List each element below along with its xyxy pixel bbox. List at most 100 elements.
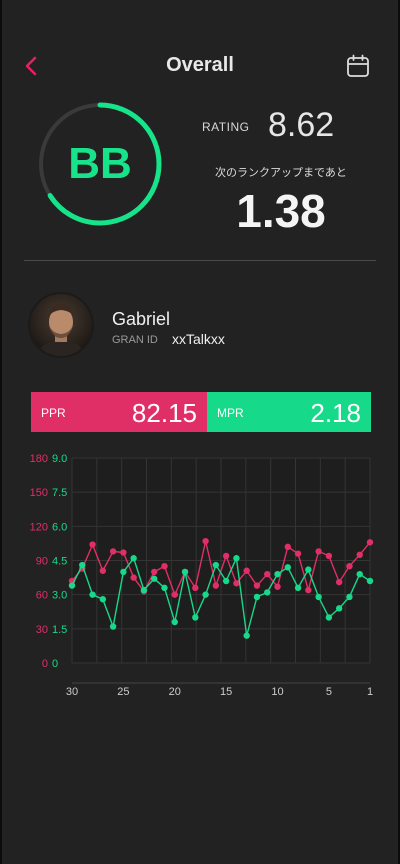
ppr-label: PPR xyxy=(41,406,66,420)
mpr-data-point xyxy=(212,561,220,569)
mpr-value: 2.18 xyxy=(310,398,361,428)
y-tick-label-right: 4.5 xyxy=(52,556,67,568)
mpr-data-point xyxy=(99,596,107,603)
player-name: Gabriel xyxy=(112,309,171,329)
mpr-data-point xyxy=(335,605,343,612)
mpr-data-point xyxy=(325,614,333,621)
mpr-data-point xyxy=(68,582,76,589)
next-rank-value: 1.38 xyxy=(236,185,326,237)
y-tick-label-right: 7.5 xyxy=(52,487,67,499)
y-tick-label-left: 90 xyxy=(36,556,48,568)
ppr-data-point xyxy=(222,552,230,560)
mpr-data-point xyxy=(109,623,117,630)
y-tick-label-left: 30 xyxy=(36,624,48,636)
frame-edge-left xyxy=(0,0,2,864)
mpr-data-point xyxy=(79,561,86,569)
mpr-data-point xyxy=(140,586,148,594)
x-tick-label: 25 xyxy=(117,686,129,698)
gran-id-value: xxTalkxx xyxy=(172,331,225,347)
mpr-data-point xyxy=(233,555,240,562)
y-tick-label-left: 180 xyxy=(30,453,48,465)
ppr-data-point xyxy=(346,562,353,570)
x-tick-label: 10 xyxy=(271,686,283,698)
ppr-data-point xyxy=(192,584,199,592)
page-title: Overall xyxy=(166,54,234,76)
y-tick-label-left: 120 xyxy=(30,521,48,533)
ppr-data-point xyxy=(253,582,261,589)
calendar-icon xyxy=(347,54,369,77)
y-tick-label-right: 0 xyxy=(52,658,58,670)
rank-grade: BB xyxy=(68,139,132,188)
ppr-stat: PPR 82.15 xyxy=(31,392,207,432)
ppr-data-point xyxy=(305,586,312,594)
mpr-data-point xyxy=(294,584,302,592)
mpr-data-point xyxy=(264,589,271,596)
rating-label: RATING xyxy=(202,120,250,134)
x-tick-label: 1 xyxy=(367,686,373,698)
mpr-data-point xyxy=(284,564,291,571)
frame-edge-right xyxy=(398,0,400,864)
ppr-data-point xyxy=(202,537,209,545)
ppr-data-point xyxy=(130,574,137,581)
divider xyxy=(24,260,376,261)
y-tick-label-right: 1.5 xyxy=(52,624,67,636)
avatar[interactable] xyxy=(28,292,94,358)
mpr-label: MPR xyxy=(217,406,244,420)
y-tick-label-right: 3.0 xyxy=(52,590,67,602)
next-rank-label: 次のランクアップまであと xyxy=(215,167,347,179)
ppr-data-point xyxy=(315,548,322,555)
x-tick-label: 5 xyxy=(326,686,332,698)
ppr-data-point xyxy=(325,552,333,560)
mpr-data-point xyxy=(171,618,178,626)
ppr-data-point xyxy=(99,567,107,574)
mpr-data-point xyxy=(315,593,322,601)
mpr-data-point xyxy=(151,575,158,582)
ppr-data-point xyxy=(356,551,363,559)
back-button[interactable] xyxy=(18,52,46,80)
gran-id-label: GRAN ID xyxy=(112,334,158,346)
y-tick-label-left: 150 xyxy=(30,487,48,499)
ppr-value: 82.15 xyxy=(131,398,197,428)
x-tick-label: 15 xyxy=(220,686,232,698)
ppr-data-point xyxy=(284,543,291,551)
ppr-data-point xyxy=(109,548,117,555)
mpr-data-point xyxy=(346,593,353,601)
mpr-data-point xyxy=(192,614,199,621)
mpr-series-line xyxy=(71,557,371,637)
calendar-button[interactable] xyxy=(344,52,372,80)
header: Overall xyxy=(0,44,400,88)
ppr-data-point xyxy=(243,567,250,574)
mpr-data-point xyxy=(274,570,281,578)
mpr-data-point xyxy=(202,591,209,598)
mpr-data-point xyxy=(181,568,189,576)
mpr-data-point xyxy=(130,555,137,562)
ppr-data-point xyxy=(161,562,168,570)
ppr-data-point xyxy=(171,591,178,598)
avatar-portrait xyxy=(28,292,94,358)
rank-progress-ring xyxy=(38,102,162,226)
ppr-data-point xyxy=(366,539,374,546)
mpr-data-point xyxy=(356,570,363,578)
mpr-data-point xyxy=(366,577,374,585)
ppr-data-point xyxy=(151,568,158,576)
mpr-data-point xyxy=(161,584,168,592)
mpr-data-point xyxy=(305,566,312,573)
y-tick-label-left: 0 xyxy=(42,658,48,670)
ppr-data-point xyxy=(89,541,96,548)
ppr-data-point xyxy=(274,583,281,590)
ppr-data-point xyxy=(120,549,127,556)
mpr-data-point xyxy=(243,632,250,639)
ppr-data-point xyxy=(212,582,220,589)
mpr-data-point xyxy=(120,568,127,576)
x-tick-label: 30 xyxy=(66,686,78,698)
rating-value: 8.62 xyxy=(268,106,335,144)
x-tick-label: 20 xyxy=(169,686,181,698)
mpr-data-point xyxy=(253,593,261,601)
y-tick-label-right: 9.0 xyxy=(52,453,67,465)
mpr-data-point xyxy=(222,577,230,585)
mpr-stat: MPR 2.18 xyxy=(207,392,371,432)
mpr-data-point xyxy=(89,591,96,598)
ppr-data-point xyxy=(264,570,271,578)
ppr-data-point xyxy=(233,580,240,587)
y-tick-label-left: 60 xyxy=(36,590,48,602)
